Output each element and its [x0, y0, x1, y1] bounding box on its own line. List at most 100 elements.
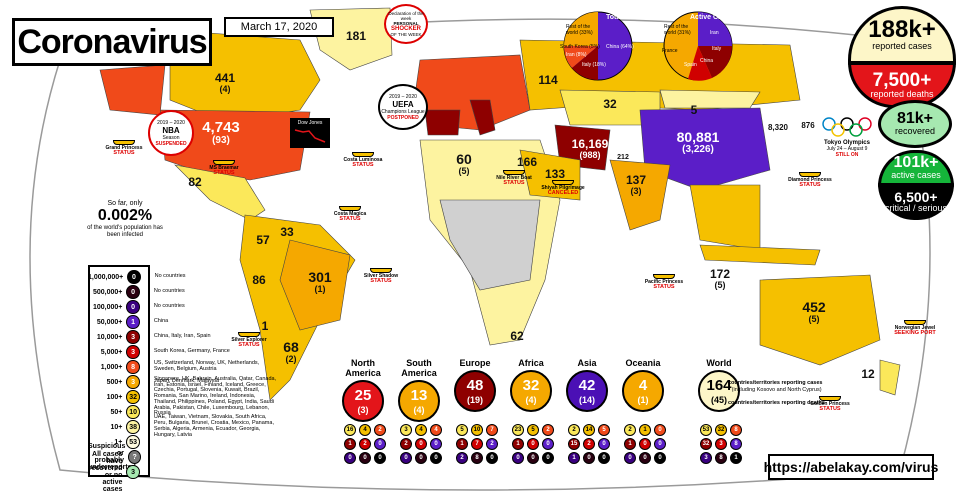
region-oceania: Oceania 4 (1) — [614, 358, 672, 412]
label-mexico-cases: 82 — [188, 175, 202, 189]
region-count: 4 — [638, 376, 648, 394]
label-argentina: 68 (2) — [276, 340, 306, 364]
ship-nile-status: STATUS — [503, 180, 525, 187]
region-count: 42 — [578, 376, 596, 394]
legend-threshold: 10+ — [110, 423, 123, 431]
date-label: March 17, 2020 — [224, 17, 334, 37]
stamp-nba-line1: 2019 – 2020 — [157, 119, 185, 126]
ship-silver-shadow[interactable]: Silver Shadow STATUS — [360, 268, 402, 285]
stamp-uefa-line2: UEFA — [392, 99, 414, 109]
region-breakdown-cell: 2 — [400, 438, 412, 450]
ship-grand-princess[interactable]: Grand Princess STATUS — [104, 140, 144, 157]
africa-gray — [439, 199, 541, 291]
region-breakdown-cell: 1 — [639, 424, 651, 436]
label-mongolia-cases: 5 — [690, 103, 698, 117]
reported-cases-label: reported cases — [872, 41, 932, 52]
legend-threshold: All cases have recovered or no active ca… — [88, 451, 123, 493]
stamp-nba-line3: Season — [162, 134, 180, 141]
region-breakdown-cell: 5 — [456, 424, 468, 436]
infected-share-suffix: of the world's population has been infec… — [87, 225, 163, 238]
region-breakdown-cell: 10 — [471, 424, 483, 436]
label-kazakhstan: 32 — [595, 98, 625, 111]
label-iran-cases: 16,169 — [571, 137, 609, 151]
ship-icon — [339, 206, 361, 211]
label-usa-cases: 4,743 — [202, 119, 240, 136]
ship-pacific-princess[interactable]: Pacific Princess STATUS — [642, 274, 686, 291]
indonesia — [699, 244, 821, 266]
source-link[interactable]: https://abelakay.com/virus — [764, 454, 938, 480]
critical-value: 6,500+ — [894, 189, 938, 206]
region-breakdown-cell: 16 — [344, 424, 356, 436]
region-breakdown-cell: 4 — [359, 424, 371, 436]
ship-golden-princess[interactable]: Golden Princess STATUS — [808, 396, 852, 413]
pie-total-slice-italy: Italy (18%) — [582, 62, 606, 68]
region-deaths: (19) — [466, 394, 483, 405]
ship-ms-braemar[interactable]: MS Braemar STATUS — [204, 160, 244, 177]
ship-silver-explorer[interactable]: Silver Explorer STATUS — [228, 332, 270, 349]
legend-countries: No countries — [154, 273, 186, 280]
stamp-olympics-line3: STILL ON — [835, 152, 859, 158]
ship-grand-princess-status: STATUS — [113, 150, 135, 157]
label-australia-cases: 452 — [802, 299, 826, 315]
region-breakdown-cell: 0 — [527, 438, 539, 450]
label-uae: 212 — [610, 154, 636, 161]
stamp-dow: Dow Jones — [290, 118, 330, 148]
ship-costa-magica-status: STATUS — [339, 216, 361, 223]
legend-row: 10,000+ 3 China, Italy, Iran, Spain — [88, 328, 278, 346]
region-breakdown-grid: 2 14 5 15 2 0 1 0 0 — [568, 424, 611, 464]
australia — [759, 274, 881, 366]
ship-icon — [904, 320, 926, 325]
ship-pacific-princess-name: Pacific Princess — [644, 279, 684, 285]
region-breakdown-cell: 0 — [374, 438, 386, 450]
region-count-badge: 25 (3) — [342, 380, 384, 422]
region-breakdown-cell: 0 — [583, 452, 595, 464]
legend-countries: No countries — [153, 288, 185, 295]
active-value: 101k+ — [893, 154, 939, 172]
label-iran-deaths: (988) — [579, 149, 601, 160]
region-name: Oceania — [625, 358, 661, 368]
legend-countries: South Korea, Germany, France — [153, 348, 230, 355]
pie-active-slice-france: France — [662, 48, 678, 54]
region-breakdown-grid: 5 10 7 1 7 2 2 8 0 — [456, 424, 499, 464]
ship-icon — [113, 140, 135, 145]
region-breakdown-cell: 0 — [654, 438, 666, 450]
region-breakdown-cell: 0 — [598, 438, 610, 450]
region-deaths: (4) — [413, 404, 425, 415]
label-korea: 8,320 — [760, 123, 796, 132]
region-breakdown-cell: 7 — [471, 438, 483, 450]
active-label: active cases — [891, 170, 941, 181]
legend-row: 1,000,000+ 0 No countries — [88, 268, 278, 286]
label-india: 137 (3) — [616, 174, 656, 196]
label-algeria: 60 (5) — [444, 152, 484, 176]
recovered-value: 81k+ — [896, 110, 934, 128]
label-brazil: 301 (1) — [300, 270, 340, 294]
ship-shiyah[interactable]: Shiyah Pilgrimage CANCELED — [540, 180, 586, 197]
region-count-badge: 4 (1) — [622, 370, 664, 412]
region-breakdown-cell: 3 — [400, 424, 412, 436]
label-peru: 86 — [246, 274, 272, 287]
stamp-dow-line1: Dow Jones — [297, 120, 323, 126]
legend-countries: No countries — [153, 303, 185, 310]
mongolia — [659, 89, 761, 109]
legend-threshold: 5,000+ — [100, 348, 123, 356]
region-north-america: North America 25 (3) — [334, 358, 392, 422]
ship-costa-luminosa[interactable]: Costa Luminosa STATUS — [342, 152, 384, 169]
legend-countries: US, Switzerland, Norway, UK, Netherlands… — [153, 360, 260, 372]
legend-swatch: 32 — [126, 390, 140, 404]
region-deaths: (1) — [637, 394, 649, 405]
ship-norwegian-jewel[interactable]: Norwegian Jewel SEEKING PORT — [892, 320, 938, 337]
region-count: 48 — [466, 376, 484, 394]
ship-diamond-princess-name: Diamond Princess — [788, 177, 832, 183]
legend-row: 5,000+ 3 South Korea, Germany, France — [88, 343, 278, 361]
ship-diamond-princess[interactable]: Diamond Princess STATUS — [788, 172, 832, 189]
pie-total-slice-china: China (64%) — [606, 44, 634, 50]
ship-costa-magica[interactable]: Costa Magica STATUS — [330, 206, 370, 223]
ship-nile[interactable]: Nile River Boat STATUS — [494, 170, 534, 187]
ship-silver-shadow-name: Silver Shadow — [363, 273, 399, 279]
ship-silver-explorer-name: Silver Explorer — [231, 337, 267, 343]
legend-swatch: 10 — [126, 405, 140, 419]
region-breakdown-cell: 2 — [374, 424, 386, 436]
label-indonesia-cases: 172 — [709, 267, 731, 281]
label-china: 80,881 (3,226) — [668, 130, 728, 155]
